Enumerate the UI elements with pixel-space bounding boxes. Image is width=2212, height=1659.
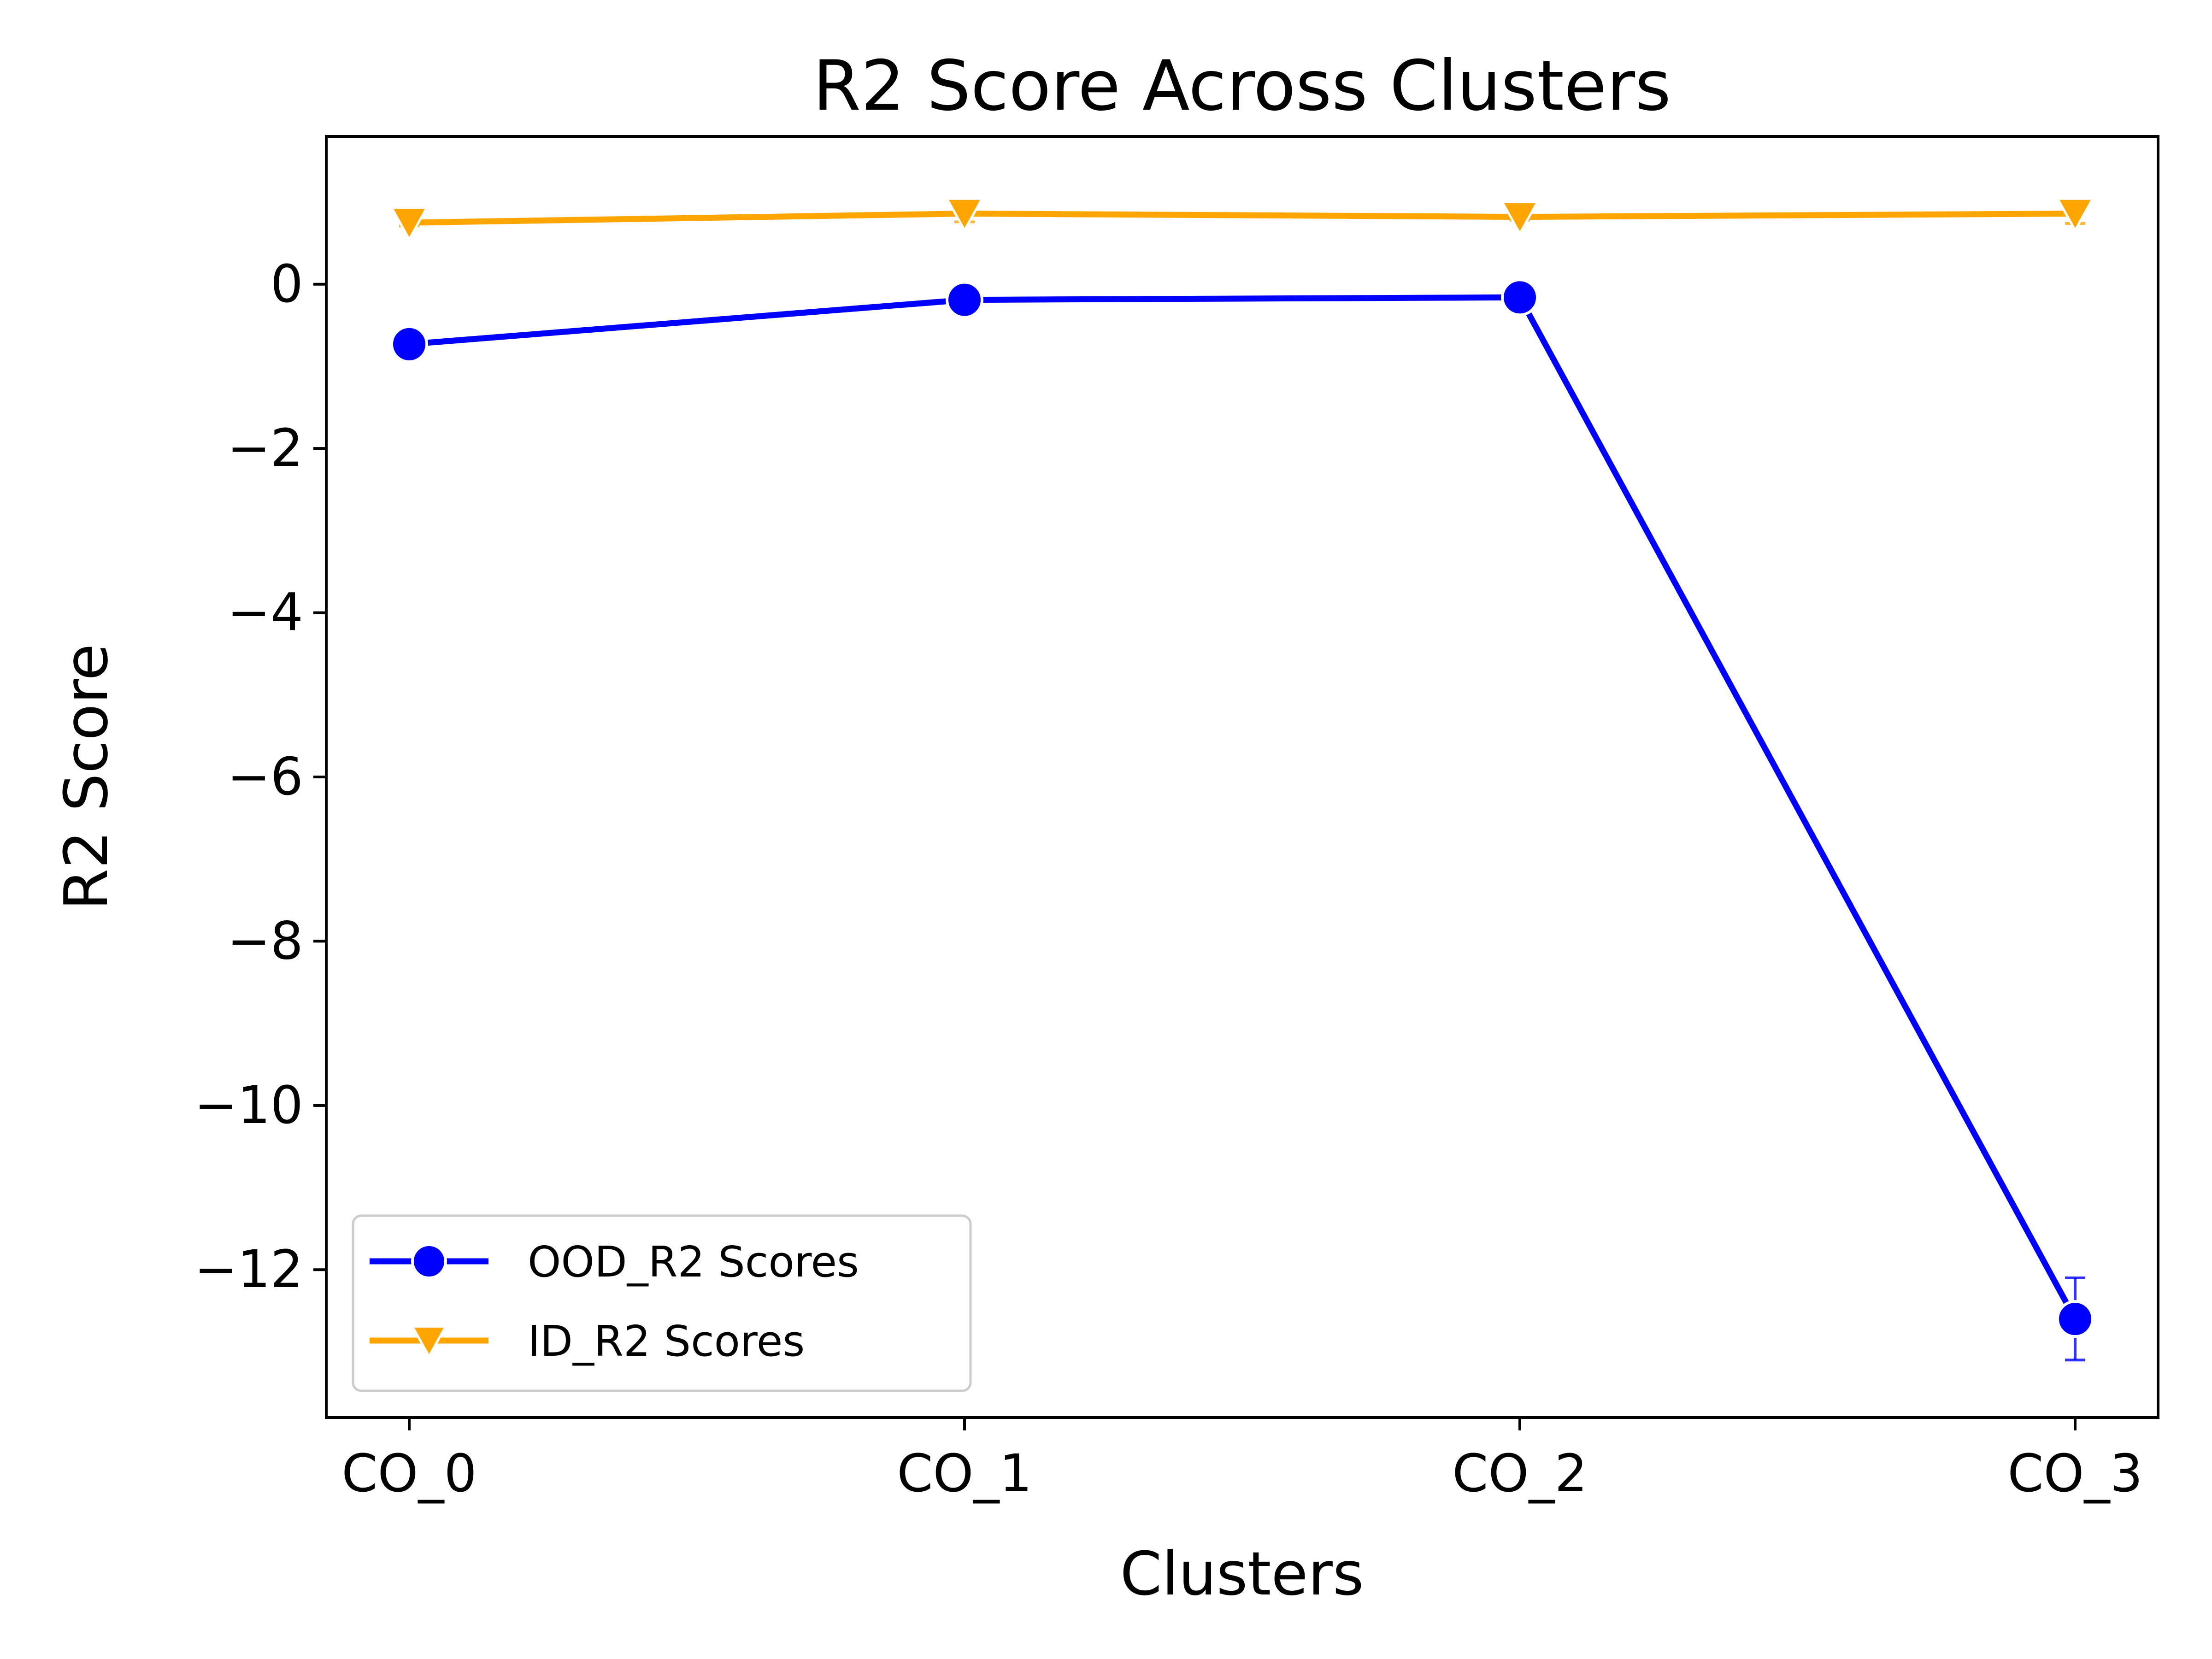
y-tick-label: −8 (227, 911, 303, 971)
series-ood (390, 278, 2094, 1362)
data-point-marker (945, 197, 984, 233)
data-point-marker (2055, 197, 2095, 233)
y-axis-label: R2 Score (51, 644, 121, 910)
x-axis: CO_0 CO_1 CO_2 CO_3 (341, 1418, 2143, 1504)
data-point-marker (946, 281, 983, 319)
y-tick-label: −6 (227, 747, 303, 807)
y-tick-label: −2 (227, 418, 303, 478)
data-point-marker (390, 325, 428, 363)
x-tick-label: CO_0 (341, 1444, 477, 1504)
y-axis: 0 −2 −4 −6 −8 −10 −12 (194, 254, 326, 1300)
x-tick-label: CO_1 (897, 1444, 1032, 1504)
x-axis-label: Clusters (1120, 1539, 1364, 1609)
legend-entry: OOD_R2 Scores (370, 1237, 859, 1287)
legend: OOD_R2 Scores ID_R2 Scores (352, 1214, 972, 1392)
chart-title: R2 Score Across Clusters (813, 46, 1671, 126)
series-line (409, 211, 2076, 226)
data-point-marker (389, 206, 429, 242)
x-tick-label: CO_2 (1452, 1444, 1588, 1504)
data-point-marker (411, 1243, 447, 1279)
y-tick-label: 0 (271, 254, 303, 314)
data-point-marker (410, 1325, 448, 1359)
legend-box (352, 1214, 972, 1392)
legend-label: ID_R2 Scores (528, 1317, 805, 1366)
data-point-marker (1501, 278, 1539, 317)
legend-entry: ID_R2 Scores (370, 1317, 805, 1366)
y-tick-label: −12 (194, 1240, 303, 1300)
plot-area (389, 197, 2095, 1362)
data-point-marker (1500, 200, 1540, 236)
legend-label: OOD_R2 Scores (528, 1237, 859, 1287)
series-id (389, 197, 2095, 242)
series-line (409, 294, 2078, 1321)
y-tick-label: −10 (194, 1076, 303, 1135)
y-tick-label: −4 (227, 583, 303, 643)
x-tick-label: CO_3 (2007, 1444, 2143, 1504)
data-point-marker (2056, 1300, 2094, 1338)
